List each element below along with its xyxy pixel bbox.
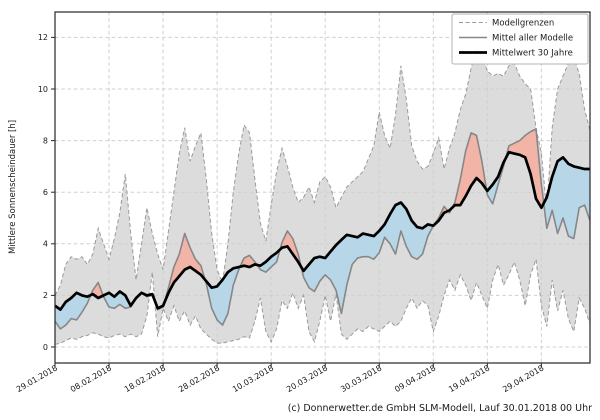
y-tick-label: 0 (43, 343, 48, 352)
x-tick-label: 09.04.2018 (393, 363, 437, 394)
plot-area (55, 12, 590, 363)
model-range-band (55, 47, 590, 345)
y-tick-label: 6 (43, 188, 48, 197)
norm-30y-line (55, 150, 590, 311)
plot-frame (54, 11, 591, 364)
tick-marks (51, 36, 542, 367)
y-tick-label: 2 (43, 291, 48, 300)
y-tick-label: 10 (38, 85, 48, 94)
x-tick-label: 20.03.2018 (285, 363, 329, 394)
x-tick-label: 29.01.2018 (15, 363, 59, 394)
x-tick-label: 28.02.2018 (177, 363, 221, 394)
model-min-boundary (55, 259, 590, 345)
legend-label: Modellgrenzen (492, 19, 554, 29)
y-tick-label: 12 (38, 33, 48, 42)
x-tick-label: 19.04.2018 (447, 363, 491, 394)
legend: Modellgrenzen Mittel aller Modelle Mittelw… (451, 13, 589, 65)
x-tick-label: 30.03.2018 (339, 363, 383, 394)
y-tick-label: 4 (43, 240, 48, 249)
y-axis-title: Mittlere Sonnenscheindauer [h] (8, 120, 18, 254)
legend-label: Mittel aller Modelle (492, 34, 573, 44)
x-tick-label: 08.02.2018 (69, 363, 113, 394)
y-tick-label: 8 (43, 136, 48, 145)
model-max-boundary (55, 46, 590, 296)
x-tick-label: 29.04.2018 (501, 363, 545, 394)
x-tick-label: 18.02.2018 (123, 363, 167, 394)
legend-label: Mittelwert 30 Jahre (492, 49, 573, 59)
footer-credit: (c) Donnerwetter.de GmbH SLM-Modell, Lau… (288, 403, 592, 414)
x-tick-label: 10.03.2018 (231, 363, 275, 394)
